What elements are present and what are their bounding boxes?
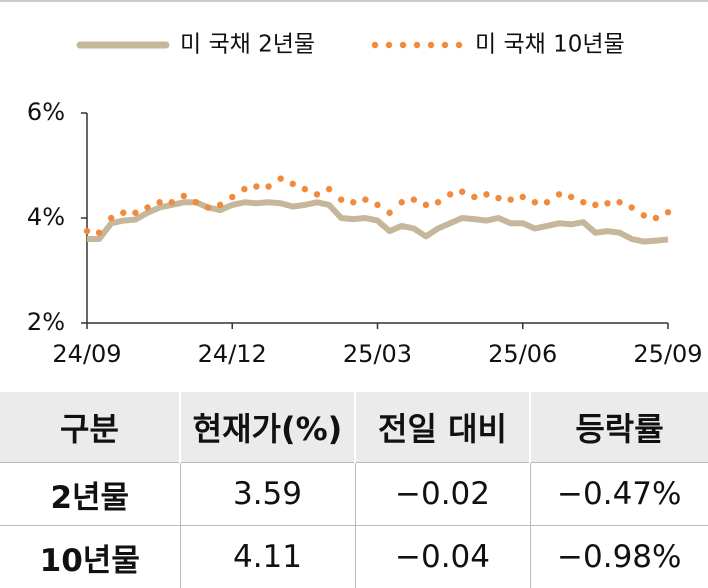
legend-swatch [441,41,449,49]
data-point [543,199,551,206]
data-point [204,204,212,211]
data-point [144,204,151,211]
data-point [483,191,490,198]
summary-table: 구분 현재가(%) 전일 대비 등락률 2년물 3.59 −0.02 −0.47% 10년물 4… [0,392,708,588]
table-row: 10년물 4.11 −0.04 −0.98% [0,525,708,588]
table-cell: −0.02 [354,461,530,526]
legend-swatch [399,41,407,49]
data-point [337,196,345,203]
data-point [652,214,660,222]
table-cell: −0.98% [529,525,708,588]
x-tick-label: 25/09 [633,340,702,368]
data-point [664,209,672,216]
data-point [434,199,442,206]
data-point [313,191,321,198]
data-point [386,209,393,216]
legend-swatch [427,41,435,49]
chart: 2% 4% 6% 24/09 24/12 25/03 25/06 25/09 미 국채 2년물 미… [0,0,708,368]
data-point [592,201,599,209]
data-point [580,199,587,206]
data-point [422,201,430,209]
data-point [83,227,91,235]
data-point [604,200,611,207]
data-point [265,183,272,190]
data-point [519,193,526,201]
legend-label: 미 국채 10년물 [475,32,625,58]
header-cell: 현재가(%) [179,392,355,463]
data-point [471,193,478,201]
x-tick-label: 25/03 [343,340,412,368]
data-point [374,201,381,209]
table-cell: −0.47% [529,461,708,526]
data-point [277,175,284,182]
data-point [120,209,127,216]
data-point [289,180,296,188]
data-point [168,199,175,206]
data-point [108,214,115,222]
data-point [95,229,103,236]
header-cell: 구분 [0,392,180,463]
legend-swatch [455,41,463,49]
x-tick-label: 24/09 [52,340,121,368]
data-point [180,192,188,200]
data-point [628,204,635,211]
y-tick-label: 4% [27,203,65,231]
table-cell: −0.04 [354,525,530,588]
data-point [616,199,623,206]
data-point [362,196,369,203]
legend-swatch [413,41,421,49]
data-point [410,196,418,203]
table-cell: 4.11 [179,525,355,588]
data-point [459,188,466,195]
data-point [531,199,539,206]
data-point [640,212,647,219]
data-point [495,194,502,202]
x-tick-label: 24/12 [198,340,267,368]
x-tick-label: 25/06 [488,340,557,368]
data-point [156,199,163,206]
data-point [325,185,333,193]
y-tick-label: 6% [27,98,65,126]
table-cell: 10년물 [0,525,180,588]
legend-swatch [385,41,393,49]
table-body: 2년물 3.59 −0.02 −0.47% 10년물 4.11 −0.04 −0.98% [0,461,708,588]
data-point [241,185,248,193]
table-cell: 2년물 [0,461,180,526]
data-point [216,201,224,209]
table-header: 구분 현재가(%) 전일 대비 등락률 [0,392,708,463]
table-row: 2년물 3.59 −0.02 −0.47% [0,461,708,526]
legend-swatch [371,41,379,49]
series-line [87,199,669,245]
data-point [132,209,139,216]
header-cell: 등락률 [529,392,708,463]
data-point [350,199,357,206]
data-point [253,183,260,190]
data-point [555,191,563,198]
table-cell: 3.59 [179,461,355,526]
data-point [567,193,575,201]
header-cell: 전일 대비 [354,392,530,463]
data-point [192,199,200,206]
y-tick-label: 2% [27,308,65,336]
legend-label: 미 국채 2년물 [180,32,315,58]
data-point [229,193,236,201]
data-point [446,191,454,198]
data-point [398,199,405,206]
data-point [507,196,514,203]
data-point [301,185,309,193]
